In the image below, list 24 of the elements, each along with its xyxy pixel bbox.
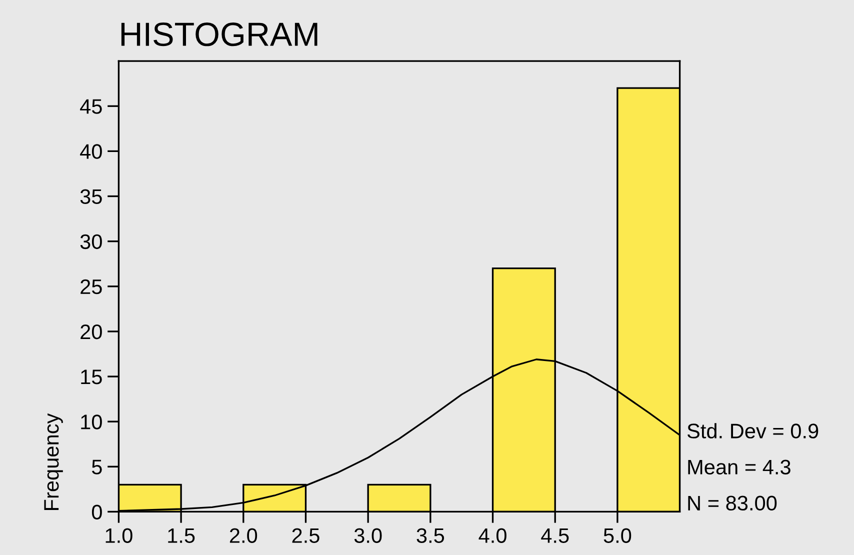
y-tick-label: 20 — [80, 324, 102, 340]
y-tick-label: 30 — [80, 234, 102, 250]
x-tick-label: 3.5 — [416, 528, 444, 543]
y-tick-label: 15 — [81, 370, 102, 384]
text: Mean = 4.3 — [688, 460, 790, 474]
y-tick-label: 40 — [80, 144, 102, 159]
y-tick-label: 10 — [81, 414, 102, 430]
x-tick-label: 5.0 — [604, 528, 632, 543]
x-tick-label: 2.5 — [292, 528, 320, 543]
x-tick-label: 1.0 — [106, 528, 132, 543]
x-tick-label: 4.5 — [541, 528, 569, 543]
y-tick-label: 45 — [80, 99, 102, 114]
x-tick-label: 1.5 — [168, 528, 195, 543]
text: Std. Dev = 0.9 — [687, 423, 818, 438]
y-tick-label: 35 — [80, 189, 102, 204]
x-tick-label: 3.0 — [354, 528, 382, 543]
y-axis-title: Frequency — [44, 413, 63, 510]
text: N = 83.00 — [688, 496, 777, 511]
chart-title: HISTOGRAM — [121, 22, 318, 46]
y-tick-label: 5 — [92, 460, 102, 474]
y-tick-label: 25 — [80, 279, 102, 294]
x-tick-label: 4.0 — [478, 528, 506, 543]
x-tick-label: 2.0 — [230, 528, 258, 543]
y-tick-label: 0 — [92, 504, 102, 520]
